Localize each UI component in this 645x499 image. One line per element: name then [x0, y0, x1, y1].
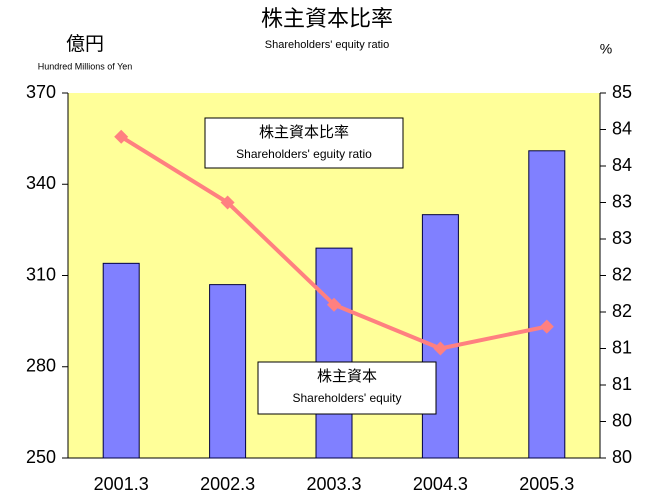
y-axis-sublabel: Hundred Millions of Yen [38, 61, 133, 71]
y2-tick-label: 82 [612, 301, 632, 321]
legend-box [257, 361, 437, 415]
y2-tick-label: 80 [612, 410, 632, 430]
chart-title: 株主資本比率 [261, 6, 393, 31]
bar [315, 247, 353, 459]
y-tick-label: 310 [26, 264, 56, 284]
x-tick-label: 2003.3 [306, 474, 361, 494]
y2-tick-label: 81 [612, 337, 632, 357]
chart-subtitle: Shareholders' equity ratio [265, 39, 389, 51]
legend-entry: 株主資本比率 [259, 124, 349, 141]
y2-tick-label: 84 [612, 155, 632, 175]
y-tick-label: 250 [26, 447, 56, 467]
point [327, 297, 341, 312]
legend-box [204, 117, 404, 169]
y2-tick-label: 85 [612, 82, 632, 102]
x-tick-label: 2001.3 [94, 474, 149, 494]
y2-tick-label: 83 [612, 191, 632, 211]
y2-tick-label: 80 [612, 447, 632, 467]
y-tick-label: 370 [26, 82, 56, 102]
x-tick-label: 2004.3 [413, 474, 468, 494]
point [539, 319, 554, 334]
y2-tick-label: 81 [612, 374, 632, 394]
y2-tick-label: 82 [612, 264, 632, 284]
bar [209, 284, 247, 459]
bar [102, 262, 140, 459]
y-tick-label: 280 [26, 356, 56, 376]
y2-tick-label: 83 [612, 228, 632, 248]
point [114, 129, 129, 144]
y-axis-label: 億円 [66, 33, 104, 55]
legend-subentry: Shareholders' equity [292, 391, 401, 405]
x-tick-label: 2005.3 [519, 474, 574, 494]
bar [421, 214, 459, 459]
point [433, 341, 448, 356]
y2-tick-label: 84 [612, 118, 632, 138]
bar [528, 150, 566, 459]
y2-axis-label: % [600, 41, 612, 57]
x-tick-label: 2002.3 [200, 474, 255, 494]
legend-subentry: Shareholders' eguity ratio [236, 147, 372, 161]
point [220, 195, 235, 210]
y-tick-label: 340 [26, 173, 56, 193]
legend-entry: 株主資本 [317, 368, 377, 385]
